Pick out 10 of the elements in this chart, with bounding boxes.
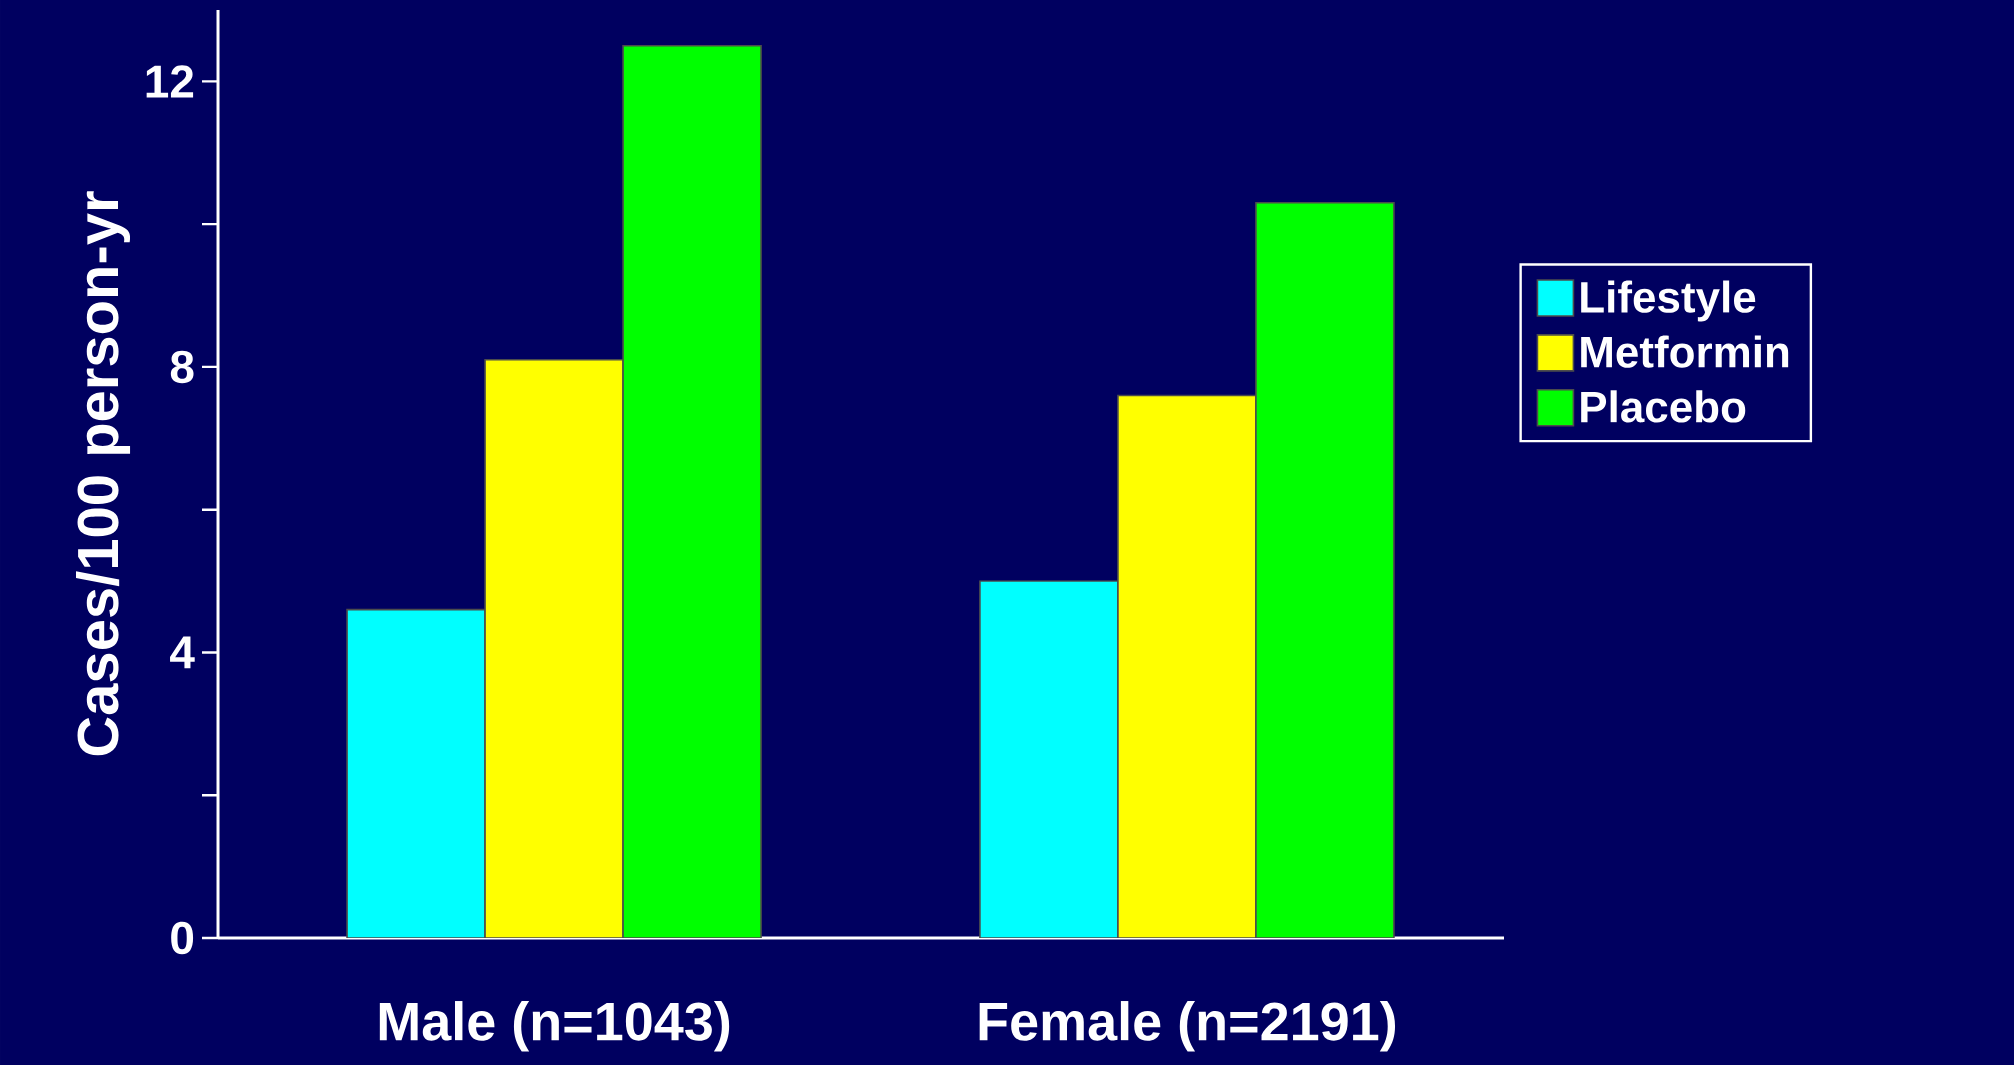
y-tick-label: 0 bbox=[171, 921, 194, 955]
y-tick-label: 8 bbox=[170, 350, 194, 384]
y-tick-label: 4 bbox=[170, 636, 195, 669]
y-axis-title: Cases/100 person-yr bbox=[75, 191, 131, 756]
legend-label: Metformin bbox=[1581, 335, 1789, 368]
x-tick-label: Female (n=2191) bbox=[979, 1001, 1396, 1052]
legend-label: Placebo bbox=[1581, 390, 1746, 423]
legend-label: Lifestyle bbox=[1581, 280, 1756, 322]
y-tick-label: 12 bbox=[146, 65, 194, 98]
x-tick-label: Male (n=1043) bbox=[379, 1001, 730, 1052]
